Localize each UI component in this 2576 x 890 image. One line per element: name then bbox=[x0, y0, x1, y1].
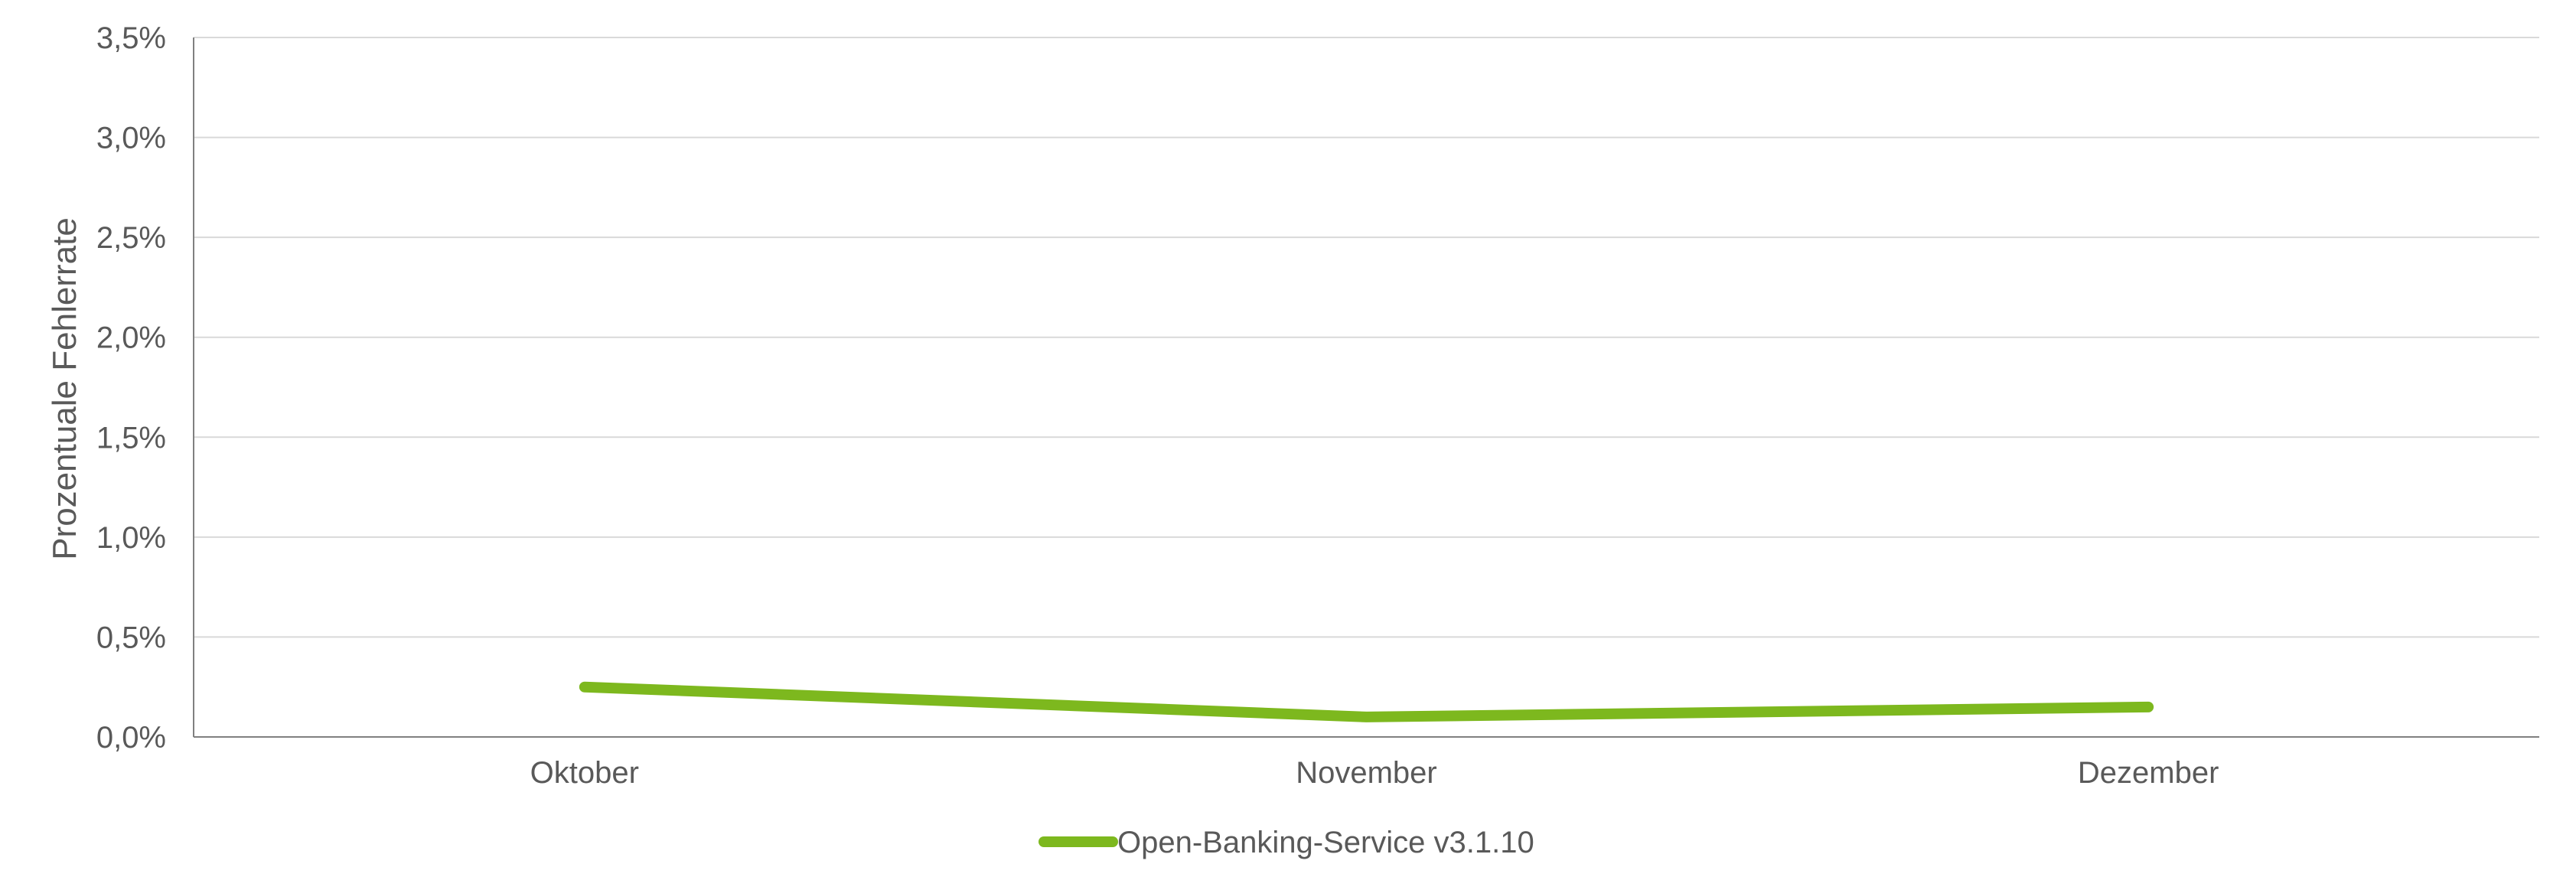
series-layer bbox=[579, 681, 2154, 722]
gridlines bbox=[194, 37, 2539, 638]
y-tick-label: 3,0% bbox=[96, 122, 166, 155]
y-axis-title: Prozentuale Fehlerrate bbox=[46, 217, 83, 560]
y-axis-ticks: 0,0% 0,5% 1,0% 1,5% 2,0% 2,5% 3,0% 3,5% bbox=[96, 21, 166, 755]
y-tick-label: 3,5% bbox=[96, 21, 166, 55]
series-line-1 bbox=[579, 681, 2154, 722]
legend: Open-Banking-Service v3.1.10 bbox=[1039, 826, 1534, 859]
y-tick-label: 0,5% bbox=[96, 621, 166, 654]
axes bbox=[193, 37, 2539, 738]
y-tick-label: 2,5% bbox=[96, 221, 166, 255]
y-tick-label: 1,5% bbox=[96, 421, 166, 455]
y-tick-label: 2,0% bbox=[96, 321, 166, 355]
y-tick-label: 0,0% bbox=[96, 721, 166, 755]
legend-label-series-1: Open-Banking-Service v3.1.10 bbox=[1117, 826, 1534, 859]
x-axis-ticks: Oktober November Dezember bbox=[530, 756, 2219, 790]
x-tick-label: November bbox=[1296, 756, 1437, 790]
x-tick-label: Dezember bbox=[2078, 756, 2219, 790]
x-tick-label: Oktober bbox=[530, 756, 639, 790]
y-tick-label: 1,0% bbox=[96, 521, 166, 555]
